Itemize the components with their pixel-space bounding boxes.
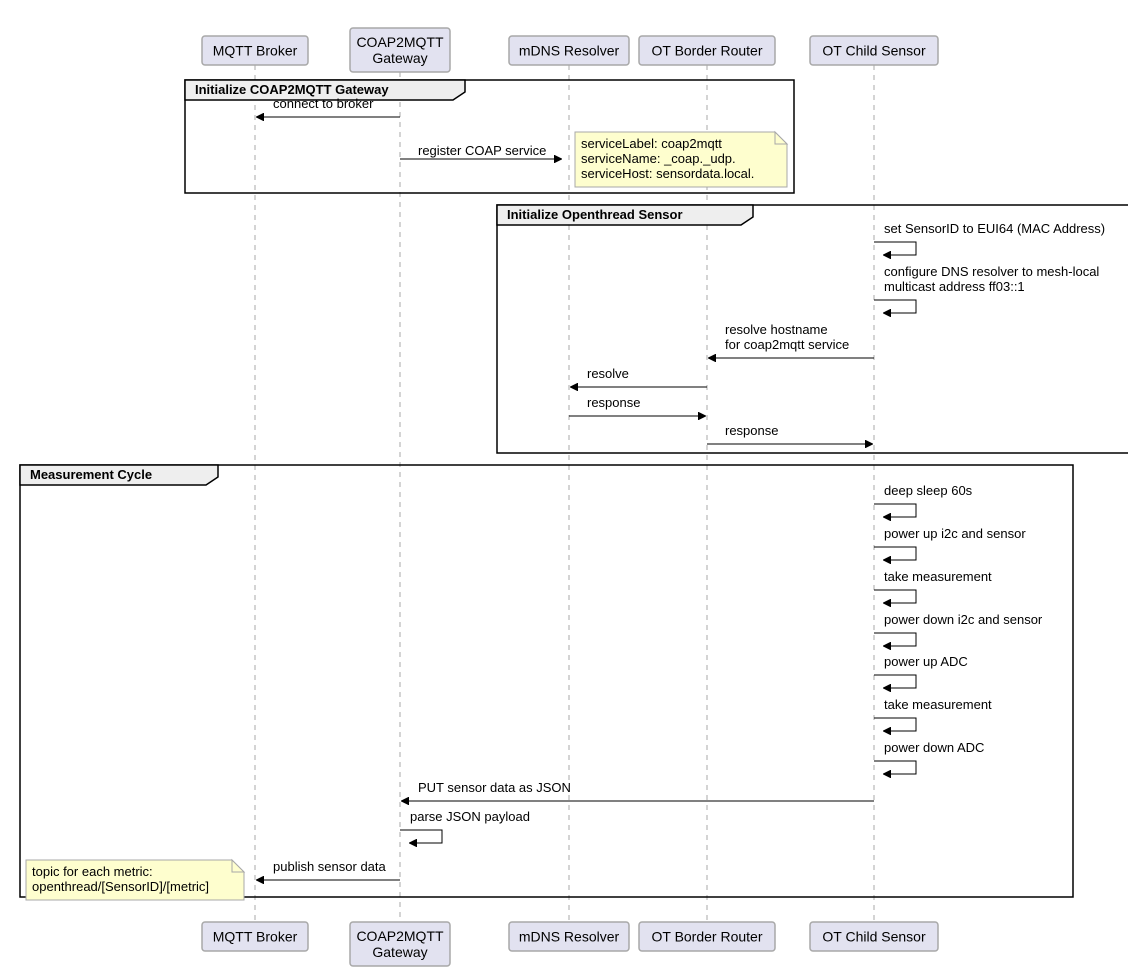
svg-text:OT Border Router: OT Border Router xyxy=(651,929,762,945)
svg-text:power up i2c and sensor: power up i2c and sensor xyxy=(884,526,1026,541)
svg-text:MQTT Broker: MQTT Broker xyxy=(213,929,298,945)
svg-text:resolve hostnamefor coap2mqtt: resolve hostnamefor coap2mqtt service xyxy=(725,322,849,352)
msg-10 xyxy=(874,590,916,603)
msg-9 xyxy=(874,547,916,560)
svg-text:power down ADC: power down ADC xyxy=(884,740,984,755)
svg-text:Initialize Openthread Sensor: Initialize Openthread Sensor xyxy=(507,207,683,222)
svg-text:Initialize COAP2MQTT Gateway: Initialize COAP2MQTT Gateway xyxy=(195,82,389,97)
svg-text:mDNS Resolver: mDNS Resolver xyxy=(519,43,620,59)
svg-text:configure DNS resolver to mesh: configure DNS resolver to mesh-localmult… xyxy=(884,264,1099,294)
svg-text:response: response xyxy=(725,423,778,438)
msg-12 xyxy=(874,675,916,688)
msg-8 xyxy=(874,504,916,517)
msg-2 xyxy=(874,242,916,255)
svg-text:serviceHost: sensordata.local.: serviceHost: sensordata.local. xyxy=(581,166,754,181)
svg-text:OT Child Sensor: OT Child Sensor xyxy=(822,43,926,59)
svg-text:connect to broker: connect to broker xyxy=(273,96,374,111)
svg-text:register COAP service: register COAP service xyxy=(418,143,546,158)
svg-text:Measurement Cycle: Measurement Cycle xyxy=(30,467,152,482)
svg-text:take measurement: take measurement xyxy=(884,569,992,584)
msg-11 xyxy=(874,633,916,646)
svg-text:PUT sensor data as JSON: PUT sensor data as JSON xyxy=(418,780,571,795)
svg-text:response: response xyxy=(587,395,640,410)
msg-14 xyxy=(874,761,916,774)
msg-13 xyxy=(874,718,916,731)
svg-text:openthread/[SensorID]/[metric]: openthread/[SensorID]/[metric] xyxy=(32,879,209,894)
svg-text:parse JSON payload: parse JSON payload xyxy=(410,809,530,824)
svg-text:take measurement: take measurement xyxy=(884,697,992,712)
svg-text:OT Child Sensor: OT Child Sensor xyxy=(822,929,926,945)
msg-3 xyxy=(874,300,916,313)
svg-text:OT Border Router: OT Border Router xyxy=(651,43,762,59)
svg-text:power down i2c and sensor: power down i2c and sensor xyxy=(884,612,1043,627)
svg-text:MQTT Broker: MQTT Broker xyxy=(213,43,298,59)
svg-text:power up ADC: power up ADC xyxy=(884,654,968,669)
svg-text:deep sleep 60s: deep sleep 60s xyxy=(884,483,973,498)
svg-text:topic for each metric:: topic for each metric: xyxy=(32,864,153,879)
svg-text:serviceName: _coap._udp.: serviceName: _coap._udp. xyxy=(581,151,736,166)
sequence-diagram: Initialize COAP2MQTT Gateway Initialize O… xyxy=(10,10,1128,968)
svg-text:publish sensor data: publish sensor data xyxy=(273,859,387,874)
svg-text:COAP2MQTT: COAP2MQTT xyxy=(356,928,444,944)
svg-text:mDNS Resolver: mDNS Resolver xyxy=(519,929,620,945)
svg-text:serviceLabel: coap2mqtt: serviceLabel: coap2mqtt xyxy=(581,136,722,151)
svg-text:resolve: resolve xyxy=(587,366,629,381)
svg-text:set SensorID to EUI64 (MAC Add: set SensorID to EUI64 (MAC Address) xyxy=(884,221,1105,236)
svg-text:COAP2MQTT: COAP2MQTT xyxy=(356,34,444,50)
svg-text:Gateway: Gateway xyxy=(372,50,427,66)
msg-16 xyxy=(400,830,442,843)
